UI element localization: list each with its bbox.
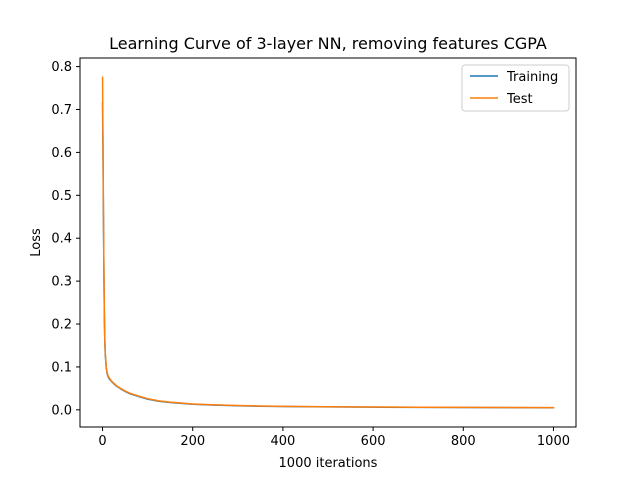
plot-background [80,58,576,427]
plot-frame [79,57,577,428]
chart-title: Learning Curve of 3-layer NN, removing f… [109,34,547,53]
legend: Training Test [461,64,570,112]
y-axis-ticks: 0.0 0.1 0.2 0.3 0.4 0.5 0.6 0.7 0.8 [51,60,80,418]
y-tick-label: 0.1 [51,360,72,375]
y-tick-label: 0.5 [51,189,72,204]
x-axis-label: 1000 iterations [279,456,378,471]
legend-label-training: Training [506,70,558,85]
y-tick-label: 0.6 [51,146,72,161]
y-axis-label: Loss [29,228,44,257]
y-tick-label: 0.8 [51,60,72,75]
x-tick-label: 800 [451,434,476,449]
x-axis-ticks: 0 200 400 600 800 1000 [98,427,570,449]
y-tick-label: 0.7 [51,103,72,118]
x-tick-label: 600 [361,434,386,449]
series-line-test [101,76,555,409]
y-tick-label: 0.3 [51,275,72,290]
series-layer [101,76,555,409]
y-tick-label: 0.2 [51,318,72,333]
y-tick-label: 0.4 [51,232,72,247]
plot-area [79,57,577,428]
x-tick-label: 200 [180,434,205,449]
y-tick-label: 0.0 [51,403,72,418]
x-tick-label: 1000 [537,434,570,449]
legend-label-test: Test [506,92,533,107]
x-tick-label: 0 [98,434,106,449]
x-tick-label: 400 [270,434,295,449]
